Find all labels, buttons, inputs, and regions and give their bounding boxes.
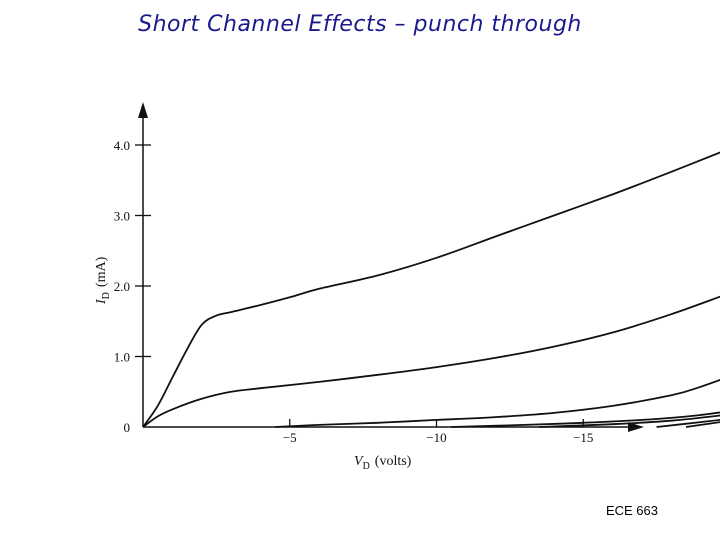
y-tick-label: 2.0 — [114, 279, 130, 294]
y-axis-title-sub: D — [101, 292, 112, 299]
x-axis-title-var: V — [354, 454, 364, 469]
y-axis-arrow — [138, 102, 148, 118]
y-axis-title-unit: (mA) — [94, 256, 109, 287]
y-ticks: 0 1.0 2.0 3.0 4.0 — [114, 138, 151, 435]
y-axis-title-var: I — [94, 298, 109, 305]
series-line — [656, 418, 720, 428]
x-axis-title-sub: D — [363, 461, 370, 472]
series-line — [451, 411, 720, 428]
x-tick-label: −10 — [426, 430, 446, 445]
series-line — [142, 295, 720, 428]
x-ticks: −5−10−15−20−25−30 — [283, 419, 720, 445]
series-line — [142, 151, 720, 428]
series-line — [275, 378, 720, 428]
footer-label: ECE 663 — [605, 503, 658, 518]
x-tick-label: −5 — [283, 430, 297, 445]
series-lines — [142, 151, 720, 428]
slide-title: Short Channel Effects – punch through — [138, 12, 582, 37]
y-tick-label: 1.0 — [114, 350, 130, 365]
y-tick-label: 0 — [124, 420, 131, 435]
series-line — [539, 414, 720, 428]
x-axis-arrow — [628, 422, 644, 432]
x-axis-title: VD (volts) — [354, 454, 412, 472]
y-axis-title: ID (mA) — [94, 256, 112, 305]
y-tick-label: 3.0 — [114, 209, 130, 224]
y-tick-label: 4.0 — [114, 138, 130, 153]
x-axis-title-unit: (volts) — [375, 454, 412, 469]
x-tick-label: −15 — [573, 430, 593, 445]
